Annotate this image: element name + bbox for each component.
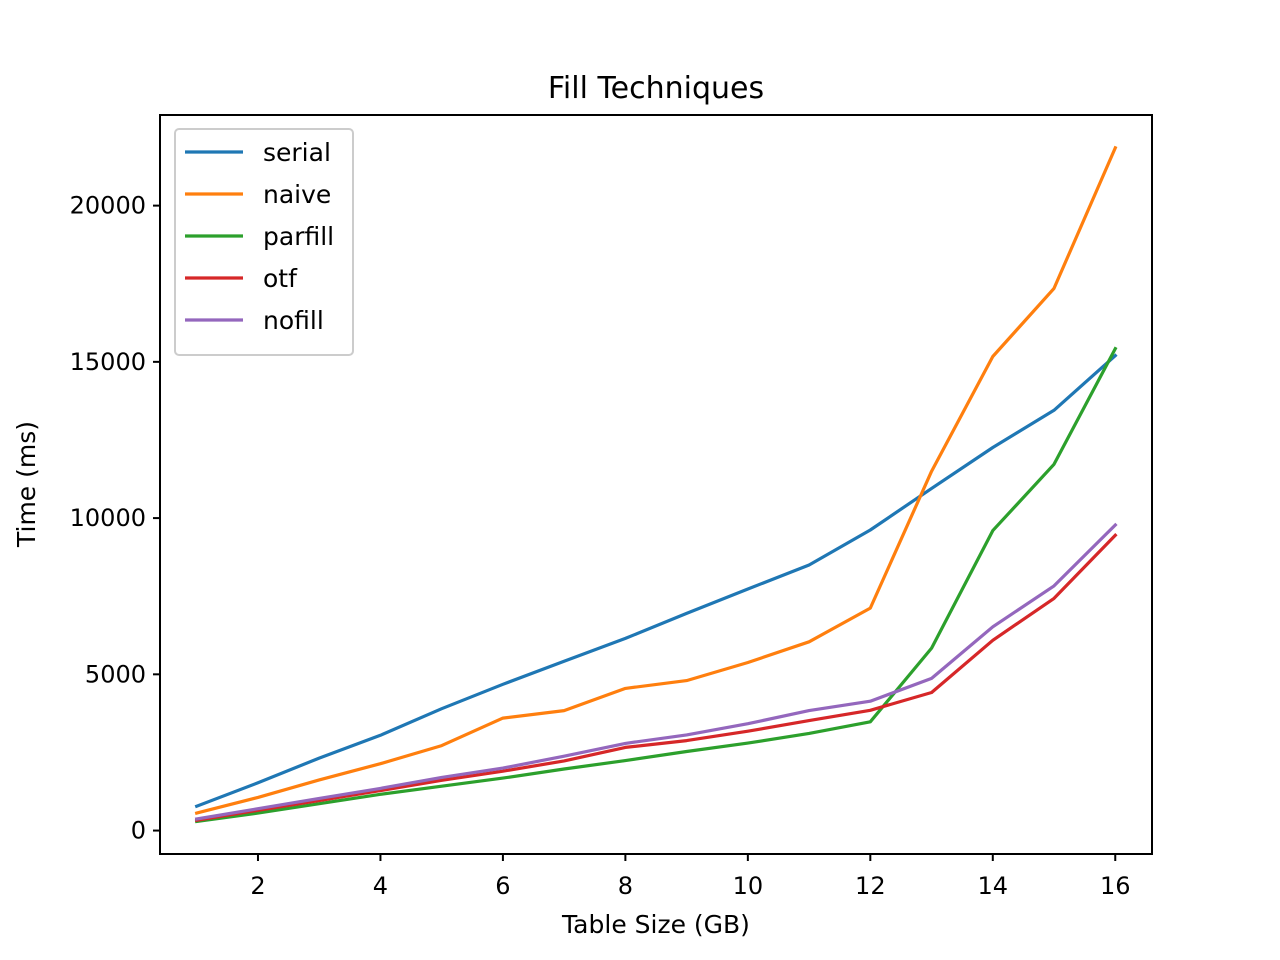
x-tick-label: 10 bbox=[733, 872, 764, 900]
x-tick-label: 6 bbox=[495, 872, 510, 900]
legend: serial naive parfill otf nofill bbox=[174, 128, 354, 356]
legend-label-naive: naive bbox=[263, 180, 331, 209]
series-group bbox=[194, 145, 1118, 824]
y-tick-label: 5000 bbox=[85, 660, 146, 688]
x-tick-label: 2 bbox=[250, 872, 265, 900]
y-tick-label: 0 bbox=[131, 817, 146, 845]
legend-label-parfill: parfill bbox=[263, 222, 334, 251]
y-tick-label: 10000 bbox=[70, 504, 146, 532]
chart-title: Fill Techniques bbox=[548, 71, 764, 106]
axis-ticks: 2 4 6 8 10 12 14 16 0 5000 10000 15000 20000 bbox=[70, 192, 1131, 900]
legend-label-otf: otf bbox=[263, 264, 298, 293]
series-line-parfill bbox=[194, 346, 1118, 824]
y-tick-label: 20000 bbox=[70, 192, 146, 220]
x-tick-label: 4 bbox=[373, 872, 388, 900]
x-tick-label: 14 bbox=[978, 872, 1009, 900]
legend-label-serial: serial bbox=[263, 138, 331, 167]
series-line-nofill bbox=[194, 522, 1118, 821]
x-tick-label: 8 bbox=[618, 872, 633, 900]
series-line-serial bbox=[194, 353, 1118, 809]
series-line-naive bbox=[194, 145, 1118, 816]
legend-label-nofill: nofill bbox=[263, 306, 324, 335]
x-tick-label: 12 bbox=[855, 872, 886, 900]
x-tick-label: 16 bbox=[1100, 872, 1131, 900]
y-tick-label: 15000 bbox=[70, 348, 146, 376]
x-axis-label: Table Size (GB) bbox=[561, 910, 750, 939]
y-axis-label: Time (ms) bbox=[12, 421, 41, 548]
plot-frame bbox=[159, 114, 1153, 855]
legend-box bbox=[174, 128, 354, 356]
series-line-otf bbox=[194, 533, 1118, 823]
